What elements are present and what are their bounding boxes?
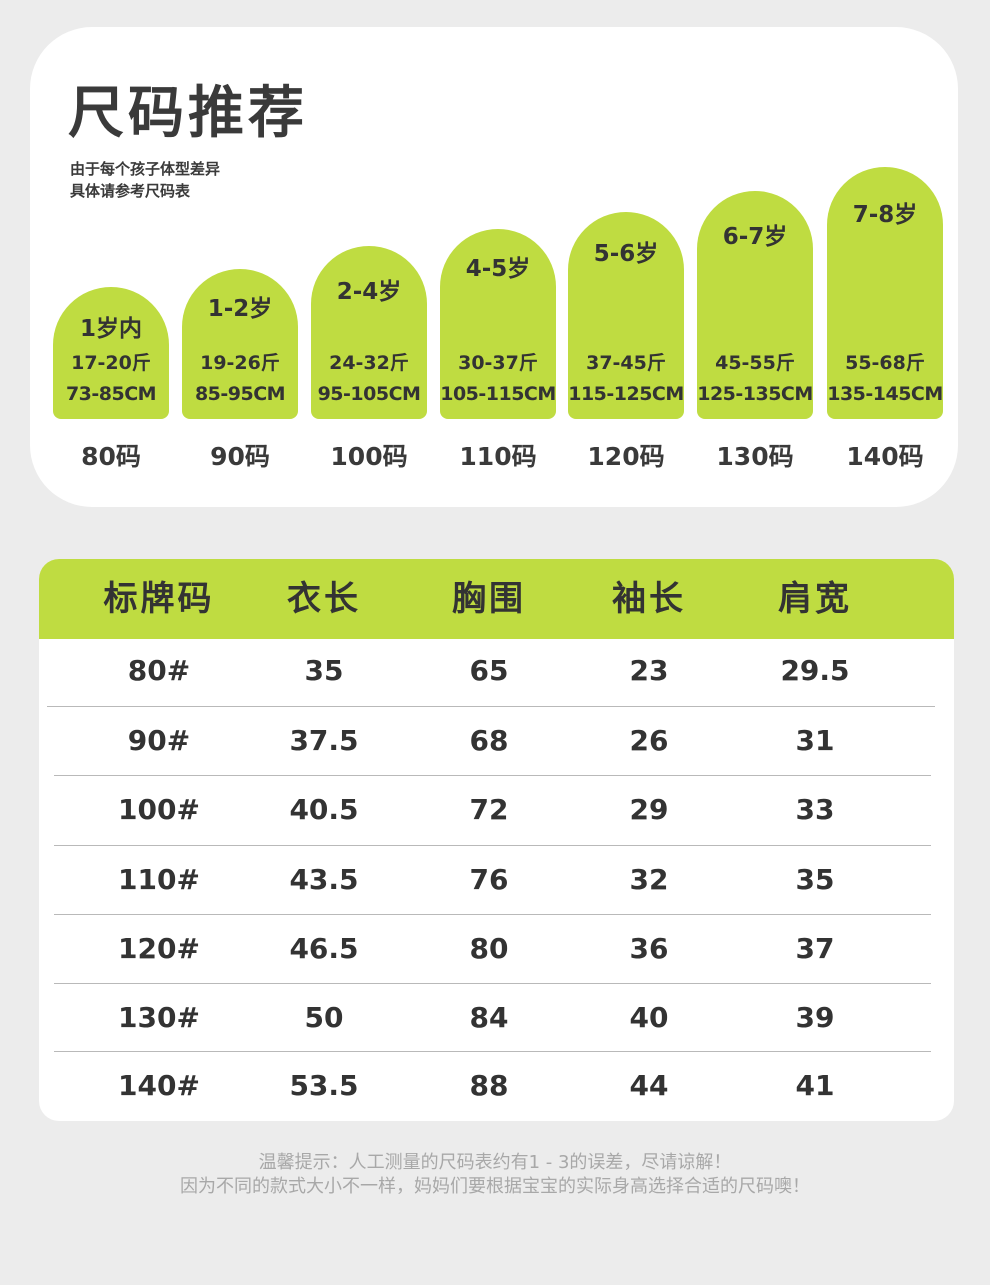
- age-label: 1岁内: [79, 316, 142, 342]
- header-shoulder: 肩宽: [778, 579, 852, 619]
- table-row: 90# 37.5 68 26 31: [39, 706, 954, 775]
- cell-shoulder: 29.5: [780, 654, 850, 687]
- reminder-note-line-2: 因为不同的款式大小不一样，妈妈们要根据宝宝的实际身高选择合适的尺码噢！: [180, 1176, 810, 1197]
- height-label: 135-145CM: [827, 383, 943, 405]
- size-bar: 4-5岁 30-37斤 105-115CM: [440, 229, 556, 419]
- height-label: 115-125CM: [568, 383, 684, 405]
- subtitle-line-1: 由于每个孩子体型差异: [70, 160, 221, 178]
- height-label: 85-95CM: [194, 383, 286, 405]
- cell-chest: 68: [469, 724, 509, 757]
- age-label: 2-4岁: [336, 279, 402, 305]
- size-code-label: 120码: [587, 442, 665, 471]
- header-chest: 胸围: [452, 579, 526, 619]
- age-label: 1-2岁: [207, 296, 273, 322]
- weight-label: 37-45斤: [586, 352, 666, 374]
- cell-length: 46.5: [289, 932, 359, 965]
- subtitle-line-2: 具体请参考尺码表: [70, 182, 191, 200]
- cell-chest: 65: [469, 654, 509, 687]
- cell-length: 35: [304, 654, 344, 687]
- cell-sleeve: 26: [629, 724, 669, 757]
- cell-shoulder: 35: [795, 863, 835, 896]
- size-code-label: 130码: [716, 442, 794, 471]
- row-divider: [54, 983, 931, 984]
- table-row: 120# 46.5 80 36 37: [39, 914, 954, 983]
- size-bar: 7-8岁 55-68斤 135-145CM: [827, 167, 943, 419]
- height-label: 125-135CM: [697, 383, 813, 405]
- cell-sleeve: 36: [629, 932, 669, 965]
- age-label: 7-8岁: [852, 202, 918, 228]
- cell-sleeve: 44: [629, 1069, 669, 1102]
- cell-length: 50: [304, 1001, 344, 1034]
- cell-shoulder: 31: [795, 724, 835, 757]
- row-divider: [47, 706, 935, 707]
- cell-size: 100#: [118, 793, 200, 826]
- table-row: 140# 53.5 88 44 41: [39, 1051, 954, 1120]
- size-recommendation-card: 尺码推荐 由于每个孩子体型差异 具体请参考尺码表 1岁内 17-20斤 73-8…: [30, 27, 958, 507]
- table-row: 110# 43.5 76 32 35: [39, 845, 954, 914]
- size-code-label: 90码: [210, 442, 270, 471]
- weight-label: 55-68斤: [845, 352, 925, 374]
- table-header: 标牌码 衣长 胸围 袖长 肩宽: [39, 559, 954, 639]
- size-code-label: 110码: [459, 442, 537, 471]
- weight-label: 17-20斤: [71, 352, 151, 374]
- table-row: 80# 35 65 23 29.5: [39, 636, 954, 705]
- size-code-label: 140码: [846, 442, 924, 471]
- size-bar: 1-2岁 19-26斤 85-95CM: [182, 269, 298, 419]
- size-bar: 1岁内 17-20斤 73-85CM: [53, 287, 169, 419]
- reminder-note-line-1: 温馨提示：人工测量的尺码表约有1 - 3的误差，尽请谅解！: [258, 1152, 732, 1173]
- header-tag-size: 标牌码: [103, 579, 215, 619]
- cell-sleeve: 23: [629, 654, 669, 687]
- cell-sleeve: 32: [629, 863, 669, 896]
- size-code-label: 100码: [330, 442, 408, 471]
- row-divider: [54, 1051, 931, 1052]
- size-bar: 2-4岁 24-32斤 95-105CM: [311, 246, 427, 419]
- cell-length: 53.5: [289, 1069, 359, 1102]
- height-label: 95-105CM: [317, 383, 421, 405]
- height-label: 105-115CM: [440, 383, 556, 405]
- cell-chest: 76: [469, 863, 509, 896]
- weight-label: 30-37斤: [458, 352, 538, 374]
- cell-chest: 80: [469, 932, 509, 965]
- cell-chest: 84: [469, 1001, 509, 1034]
- cell-size: 80#: [127, 654, 191, 687]
- weight-label: 45-55斤: [715, 352, 795, 374]
- cell-sleeve: 29: [629, 793, 669, 826]
- page-title: 尺码推荐: [68, 81, 308, 146]
- age-label: 6-7岁: [722, 224, 788, 250]
- cell-shoulder: 41: [795, 1069, 835, 1102]
- cell-chest: 72: [469, 793, 509, 826]
- size-bar: 6-7岁 45-55斤 125-135CM: [697, 191, 813, 419]
- cell-shoulder: 37: [795, 932, 835, 965]
- table-row: 130# 50 84 40 39: [39, 983, 954, 1052]
- age-label: 4-5岁: [465, 256, 531, 282]
- age-label: 5-6岁: [593, 241, 659, 267]
- height-label: 73-85CM: [65, 383, 157, 405]
- cell-length: 37.5: [289, 724, 359, 757]
- table-row: 100# 40.5 72 29 33: [39, 775, 954, 844]
- weight-label: 19-26斤: [200, 352, 280, 374]
- row-divider: [54, 914, 931, 915]
- row-divider: [54, 845, 931, 846]
- header-sleeve: 袖长: [612, 579, 686, 619]
- cell-length: 40.5: [289, 793, 359, 826]
- cell-size: 130#: [118, 1001, 200, 1034]
- cell-size: 120#: [118, 932, 200, 965]
- size-bar: 5-6岁 37-45斤 115-125CM: [568, 212, 684, 419]
- size-bars: 1岁内 17-20斤 73-85CM 1-2岁 19-26斤 85-95CM 2…: [30, 27, 958, 507]
- cell-chest: 88: [469, 1069, 509, 1102]
- cell-size: 140#: [118, 1069, 200, 1102]
- weight-label: 24-32斤: [329, 352, 409, 374]
- header-length: 衣长: [287, 579, 361, 619]
- cell-shoulder: 33: [795, 793, 835, 826]
- cell-shoulder: 39: [795, 1001, 835, 1034]
- row-divider: [54, 775, 931, 776]
- cell-size: 110#: [118, 863, 200, 896]
- size-chart-table: 标牌码 衣长 胸围 袖长 肩宽 80# 35 65 23 29.5 90# 37…: [39, 559, 954, 1121]
- cell-length: 43.5: [289, 863, 359, 896]
- cell-size: 90#: [127, 724, 191, 757]
- cell-sleeve: 40: [629, 1001, 669, 1034]
- size-code-label: 80码: [81, 442, 141, 471]
